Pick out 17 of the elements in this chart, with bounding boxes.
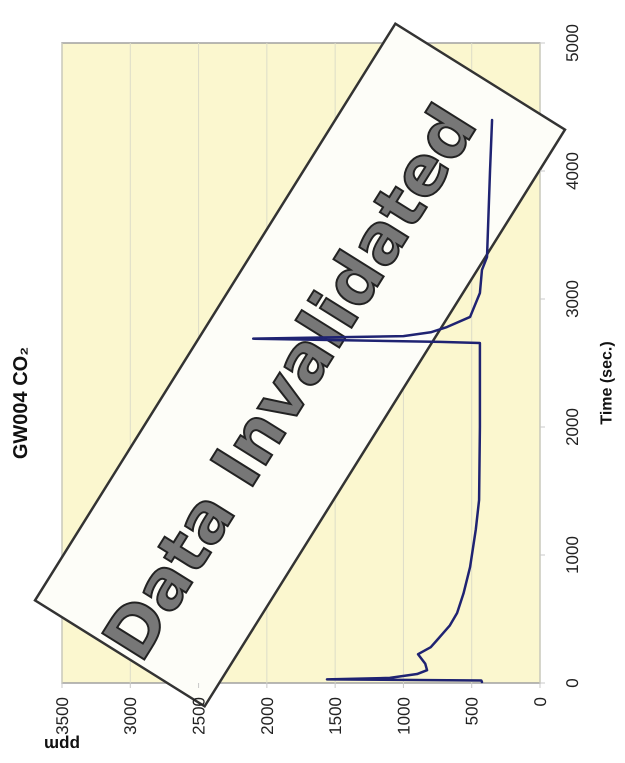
x-tick-label: 2000 bbox=[258, 697, 277, 735]
y-tick-label: 0 bbox=[562, 678, 582, 688]
y-tick-label: 2000 bbox=[562, 408, 582, 446]
y-tick-label: 3000 bbox=[562, 280, 582, 318]
x-tick-label: 1500 bbox=[326, 697, 346, 735]
y-tick-label: 1000 bbox=[562, 536, 582, 574]
x-tick-label: 3500 bbox=[52, 697, 72, 735]
x-tick-label: 2500 bbox=[190, 697, 209, 735]
x-tick-label: 1000 bbox=[394, 697, 414, 735]
x-tick-label: 0 bbox=[530, 697, 550, 706]
x-tick-label: 500 bbox=[462, 697, 482, 726]
x-tick-label: 3000 bbox=[121, 697, 140, 735]
y-tick-label: 5000 bbox=[562, 24, 582, 62]
x-axis-title: ppm bbox=[44, 735, 80, 754]
text: GW004 CO₂ bbox=[10, 346, 32, 460]
y-axis-title: Time (sec.) bbox=[598, 341, 616, 425]
y-tick-label: 4000 bbox=[562, 152, 582, 190]
